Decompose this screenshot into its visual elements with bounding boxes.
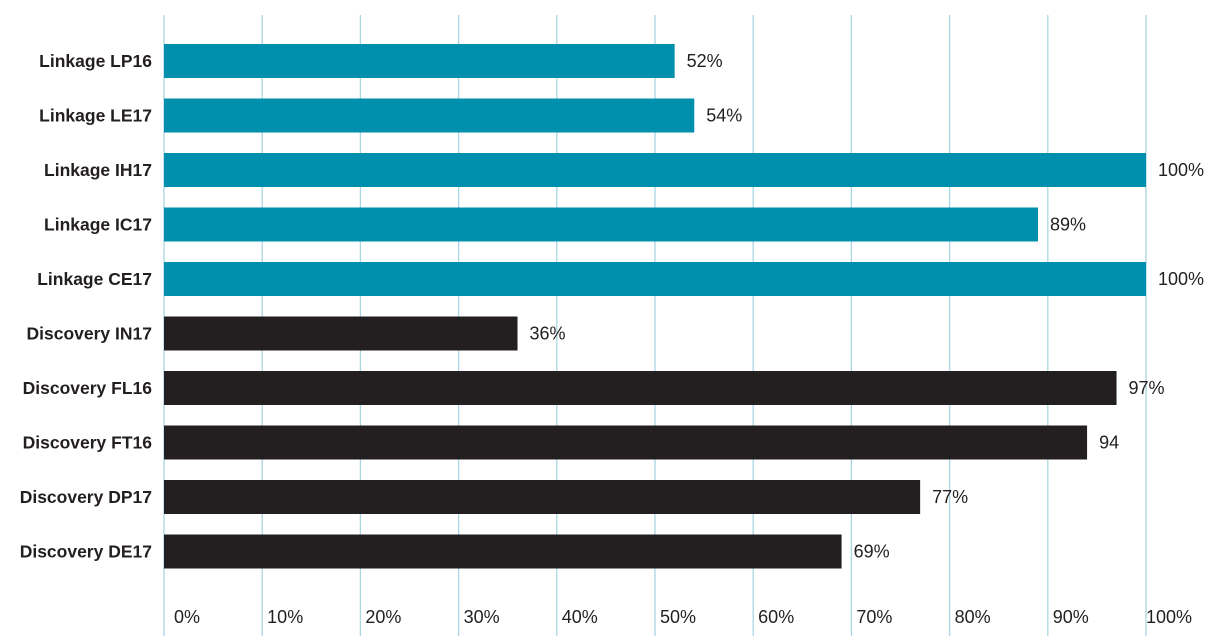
- bar: [164, 371, 1117, 405]
- x-tick-label: 40%: [562, 607, 598, 627]
- data-label: 97%: [1129, 378, 1165, 398]
- bar: [164, 153, 1146, 187]
- category-label: Discovery DE17: [20, 542, 152, 562]
- data-label: 100%: [1158, 160, 1204, 180]
- bar: [164, 44, 675, 78]
- x-tick-label: 100%: [1146, 607, 1192, 627]
- category-label: Linkage IH17: [44, 160, 152, 180]
- category-label: Discovery FT16: [23, 433, 153, 453]
- bar: [164, 534, 842, 569]
- data-label: 100%: [1158, 269, 1204, 289]
- category-label: Linkage LE17: [39, 106, 152, 126]
- category-label: Linkage CE17: [37, 269, 152, 289]
- x-tick-label: 70%: [856, 607, 892, 627]
- x-tick-label: 80%: [955, 607, 991, 627]
- x-tick-label: 60%: [758, 607, 794, 627]
- bar: [164, 425, 1088, 460]
- category-label: Linkage IC17: [44, 215, 152, 235]
- x-tick-label: 0%: [174, 607, 200, 627]
- x-tick-label: 30%: [464, 607, 500, 627]
- category-label: Discovery IN17: [27, 324, 153, 344]
- data-label: 54%: [706, 106, 742, 126]
- bar: [164, 207, 1038, 242]
- data-label: 36%: [530, 324, 566, 344]
- data-label: 89%: [1050, 215, 1086, 235]
- category-label: Linkage LP16: [39, 51, 152, 71]
- x-tick-label: 90%: [1053, 607, 1089, 627]
- category-label: Discovery DP17: [20, 487, 152, 507]
- x-tick-label: 50%: [660, 607, 696, 627]
- data-label: 77%: [932, 487, 968, 507]
- bar: [164, 98, 695, 133]
- data-label: 94: [1099, 433, 1119, 453]
- data-label: 69%: [854, 542, 890, 562]
- bar: [164, 262, 1146, 296]
- category-label: Discovery FL16: [23, 378, 153, 398]
- x-tick-label: 10%: [267, 607, 303, 627]
- x-tick-label: 20%: [365, 607, 401, 627]
- data-label: 52%: [687, 51, 723, 71]
- bar: [164, 316, 518, 351]
- bar: [164, 480, 921, 514]
